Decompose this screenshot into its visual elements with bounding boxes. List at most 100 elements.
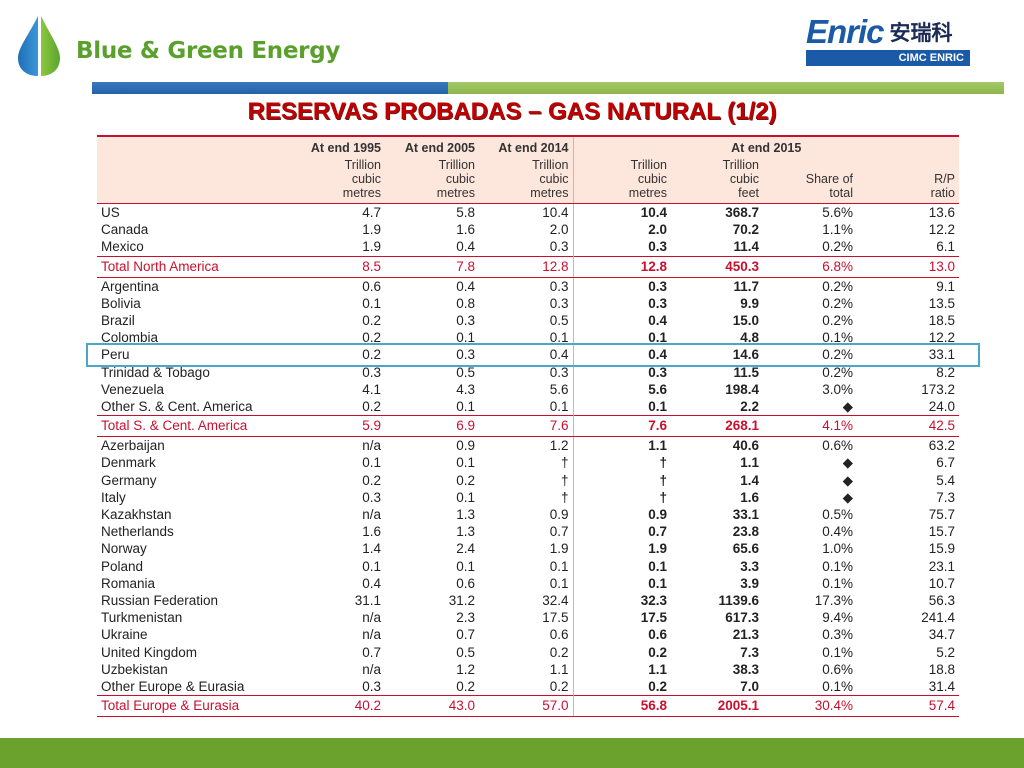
table-cell: 2.0: [572, 221, 671, 239]
table-cell: 13.5: [928, 295, 955, 311]
table-cell: 2.4: [456, 541, 475, 557]
row-label: United Kingdom: [101, 644, 198, 660]
table-cell: 13.6: [928, 205, 955, 220]
row-label: Brazil: [101, 313, 135, 329]
slide-title: RESERVAS PROBADAS – GAS NATURAL (1/2): [247, 98, 777, 125]
table-cell: 0.6%: [822, 438, 853, 454]
table-cell: 23.8: [732, 524, 759, 540]
table-cell: 5.6%: [822, 205, 853, 220]
table-cell: 0.2: [362, 399, 381, 415]
table-cell: 1.0%: [822, 541, 853, 557]
table-cell: 1.4: [362, 541, 381, 557]
table-cell: 7.8: [385, 255, 479, 278]
table-cell: 617.3: [725, 610, 759, 626]
table-cell: 0.8: [456, 295, 475, 311]
table-cell: 0.3: [362, 679, 381, 695]
row-label: Norway: [101, 541, 147, 557]
table-cell: 63.2: [928, 438, 955, 454]
table-cell: 0.2: [572, 643, 671, 661]
table-cell: 0.2: [362, 347, 381, 363]
table-cell: 7.3: [936, 489, 955, 505]
table-cell: †: [572, 454, 671, 472]
table-cell: 0.1: [456, 489, 475, 505]
table-cell: 1.6: [362, 524, 381, 540]
table-cell: 8.5: [297, 255, 385, 278]
table-row: Colombia 0.2 0.1 0.1 0.1 4.8 0.1% 12.2: [97, 329, 959, 347]
row-label: Uzbekistan: [101, 661, 168, 677]
reserves-table: At end 1995 At end 2005 At end 2014 At e…: [97, 135, 959, 718]
table-row: Ukraine n/a 0.7 0.6 0.6 21.3 0.3% 34.7: [97, 626, 959, 644]
row-label: Poland: [101, 558, 144, 574]
table-cell: 12.8: [479, 255, 573, 278]
table-cell: 1.9: [549, 541, 569, 557]
table-cell: 0.4: [362, 575, 381, 591]
table-cell: 65.6: [732, 541, 759, 557]
row-label: Romania: [101, 575, 156, 591]
table-cell: 0.7: [572, 523, 671, 541]
table-cell: 0.2: [362, 330, 381, 346]
table-cell: 56.3: [928, 593, 955, 609]
row-label: Ukraine: [101, 627, 148, 643]
table-cell: 5.6: [549, 381, 569, 397]
table-cell: 13.0: [857, 255, 959, 278]
table-cell: 0.1%: [822, 679, 853, 695]
table-cell: 31.1: [354, 593, 381, 609]
table-cell: 9.4%: [822, 610, 853, 626]
row-label: Peru: [101, 347, 130, 363]
table-cell: 34.7: [928, 627, 955, 643]
table-cell: n/a: [362, 438, 381, 454]
table-cell: 0.4%: [822, 524, 853, 540]
table-cell: 0.1: [572, 557, 671, 575]
row-label: Total S. & Cent. America: [97, 415, 297, 438]
table-cell: 33.1: [928, 347, 955, 363]
table-cell: 0.6: [549, 627, 569, 643]
table-cell: 1.3: [456, 507, 475, 523]
table-cell: 0.1: [456, 455, 475, 471]
table-cell: 10.4: [572, 203, 671, 222]
table-cell: 0.1: [549, 399, 569, 415]
table-cell: 0.1: [362, 455, 381, 471]
table-row: Germany 0.2 0.2 † † 1.4 ◆ 5.4: [97, 471, 959, 489]
table-cell: n/a: [362, 610, 381, 626]
table-cell: 1.1%: [822, 222, 853, 238]
table-cell: 0.1: [456, 330, 475, 346]
table-row: Poland 0.1 0.1 0.1 0.1 3.3 0.1% 23.1: [97, 557, 959, 575]
table-cell: 1.9: [362, 239, 381, 255]
table-cell: 1139.6: [718, 593, 759, 609]
table-cell: 198.4: [725, 381, 759, 397]
table-cell: 15.0: [732, 313, 759, 329]
table-cell: 0.1: [362, 558, 381, 574]
table-cell: 241.4: [921, 610, 955, 626]
table-cell: 8.2: [936, 364, 955, 380]
table-cell: 0.2: [549, 679, 569, 695]
table-cell: 1.6: [740, 489, 759, 505]
table-cell: ◆: [842, 455, 853, 471]
table-cell: 7.6: [572, 415, 671, 438]
header-stripe: [92, 82, 1004, 94]
table-row: Norway 1.4 2.4 1.9 1.9 65.6 1.0% 15.9: [97, 540, 959, 558]
table-cell: 40.2: [297, 695, 385, 718]
table-cell: 5.2: [936, 644, 955, 660]
table-row: US 4.7 5.8 10.4 10.4 368.7 5.6% 13.6: [97, 203, 959, 222]
row-label: Other S. & Cent. America: [101, 399, 253, 415]
table-cell: 7.3: [740, 644, 759, 660]
table-cell: 43.0: [385, 695, 479, 718]
table-cell: 70.2: [732, 222, 759, 238]
table-cell: †: [560, 455, 569, 471]
table-cell: 0.1: [456, 399, 475, 415]
table-cell: 7.6: [479, 415, 573, 438]
table-row: Argentina 0.6 0.4 0.3 0.3 11.7 0.2% 9.1: [97, 277, 959, 295]
table-cell: 0.7: [362, 644, 381, 660]
table-cell: 0.7: [456, 627, 475, 643]
table-row: Uzbekistan n/a 1.2 1.1 1.1 38.3 0.6% 18.8: [97, 660, 959, 679]
table-cell: 0.1%: [822, 644, 853, 660]
table-cell: 6.9: [385, 415, 479, 438]
table-cell: 0.6: [362, 278, 381, 294]
table-cell: 5.9: [297, 415, 385, 438]
table-cell: n/a: [362, 627, 381, 643]
table-row: United Kingdom 0.7 0.5 0.2 0.2 7.3 0.1% 5.2: [97, 643, 959, 661]
table-cell: 3.0%: [822, 381, 853, 397]
table-cell: 0.1: [572, 329, 671, 347]
table-cell: n/a: [362, 507, 381, 523]
table-total-row: Total Europe & Eurasia 40.2 43.0 57.0 56.8 20…: [97, 695, 959, 718]
